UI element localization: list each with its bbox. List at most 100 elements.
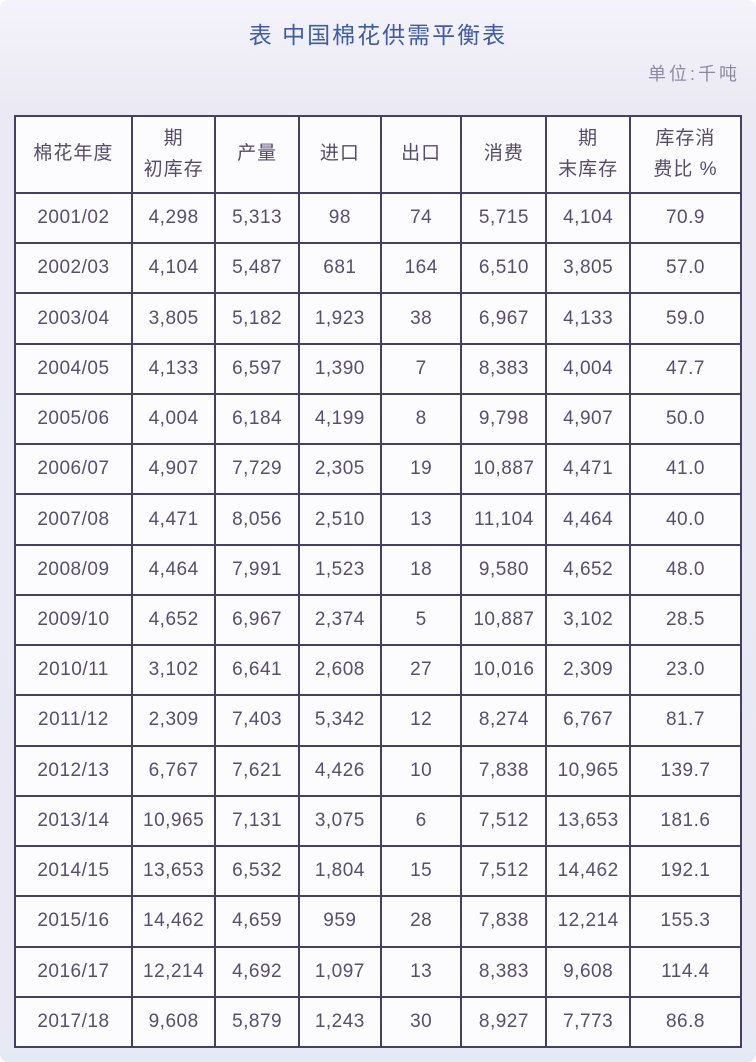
value-cell: 48.0 (628, 543, 743, 596)
value-cell: 181.6 (628, 794, 743, 848)
value-cell: 47.7 (628, 342, 743, 395)
value-cell: 3,075 (297, 794, 382, 848)
value-cell: 11,104 (460, 493, 548, 546)
page-title: 表 中国棉花供需平衡表 (248, 22, 508, 48)
year-cell: 2016/17 (14, 945, 133, 998)
table-row: 2011/12 2,309 7,403 5,342 12 8,274 6,767 81.7 (14, 694, 743, 747)
table-row: 2008/09 4,464 7,991 1,523 18 9,580 4,652 48.0 (14, 543, 743, 596)
unit-label: 单位:千吨 (647, 64, 740, 84)
year-cell: 2015/16 (14, 895, 133, 948)
value-cell: 4,104 (545, 191, 631, 245)
value-cell: 6,532 (214, 845, 300, 898)
column-header: 库存消 费比 % (628, 115, 743, 194)
value-cell: 9,798 (460, 392, 548, 446)
value-cell: 4,471 (545, 443, 631, 496)
value-cell: 4,298 (130, 191, 217, 245)
value-cell: 12,214 (130, 945, 217, 998)
value-cell: 139.7 (628, 744, 743, 797)
column-header: 进口 (297, 115, 382, 194)
value-cell: 6,597 (214, 342, 300, 395)
value-cell: 10,887 (460, 593, 548, 647)
value-cell: 7 (379, 342, 463, 395)
table-row: 2009/10 4,652 6,967 2,374 5 10,887 3,102 28.5 (14, 593, 743, 647)
cotton-supply-demand-table: 棉花年度期 初库存 产量 进口 出口 消费期 末库存 库存消 费比 % 2001/02 4,… (14, 115, 743, 1049)
value-cell: 6,967 (214, 593, 300, 647)
table-row: 2010/11 3,102 6,641 2,608 27 10,016 2,309 23.0 (14, 644, 743, 697)
year-cell: 2017/18 (14, 995, 133, 1049)
value-cell: 4,907 (545, 392, 631, 446)
value-cell: 40.0 (628, 493, 743, 546)
year-cell: 2002/03 (14, 242, 133, 295)
value-cell: 959 (297, 895, 382, 948)
value-cell: 3,102 (130, 644, 217, 697)
table-row: 2015/16 14,462 4,659 959 28 7,838 12,214 155.3 (14, 895, 743, 948)
year-cell: 2005/06 (14, 392, 133, 446)
value-cell: 7,512 (460, 845, 548, 898)
value-cell: 9,580 (460, 543, 548, 596)
value-cell: 10,887 (460, 443, 548, 496)
value-cell: 5,715 (460, 191, 548, 245)
value-cell: 12,214 (545, 895, 631, 948)
value-cell: 1,243 (297, 995, 382, 1049)
value-cell: 155.3 (628, 895, 743, 948)
value-cell: 4,692 (214, 945, 300, 998)
value-cell: 50.0 (628, 392, 743, 446)
value-cell: 8 (379, 392, 463, 446)
table-row: 2016/17 12,214 4,692 1,097 13 8,383 9,608 114.4 (14, 945, 743, 998)
value-cell: 8,383 (460, 342, 548, 395)
value-cell: 2,608 (297, 644, 382, 697)
value-cell: 19 (379, 443, 463, 496)
table-row: 2013/14 10,965 7,131 3,075 6 7,512 13,653 181.6 (14, 794, 743, 848)
value-cell: 6 (379, 794, 463, 848)
value-cell: 10,965 (545, 744, 631, 797)
value-cell: 15 (379, 845, 463, 898)
value-cell: 7,991 (214, 543, 300, 596)
value-cell: 4,133 (545, 292, 631, 345)
value-cell: 9,608 (545, 945, 631, 998)
value-cell: 9,608 (130, 995, 217, 1049)
value-cell: 10,965 (130, 794, 217, 848)
value-cell: 114.4 (628, 945, 743, 998)
value-cell: 4,104 (130, 242, 217, 295)
value-cell: 3,102 (545, 593, 631, 647)
value-cell: 8,274 (460, 694, 548, 747)
year-cell: 2006/07 (14, 443, 133, 496)
table-row: 2007/08 4,471 8,056 2,510 13 11,104 4,464 40.0 (14, 493, 743, 546)
value-cell: 1,923 (297, 292, 382, 345)
value-cell: 4,464 (130, 543, 217, 596)
value-cell: 13 (379, 945, 463, 998)
value-cell: 5,313 (214, 191, 300, 245)
table-body: 2001/02 4,298 5,313 98 74 5,715 4,104 70.9 2002/… (14, 191, 743, 1049)
column-header: 期 末库存 (545, 115, 631, 194)
value-cell: 7,838 (460, 895, 548, 948)
value-cell: 2,510 (297, 493, 382, 546)
value-cell: 59.0 (628, 292, 743, 345)
value-cell: 30 (379, 995, 463, 1049)
value-cell: 18 (379, 543, 463, 596)
value-cell: 7,403 (214, 694, 300, 747)
value-cell: 8,927 (460, 995, 548, 1049)
year-cell: 2001/02 (14, 191, 133, 245)
value-cell: 27 (379, 644, 463, 697)
value-cell: 6,641 (214, 644, 300, 697)
value-cell: 7,729 (214, 443, 300, 496)
table-header-row: 棉花年度期 初库存 产量 进口 出口 消费期 末库存 库存消 费比 % (14, 115, 743, 194)
table-row: 2005/06 4,004 6,184 4,199 8 9,798 4,907 50.0 (14, 392, 743, 446)
value-cell: 10 (379, 744, 463, 797)
value-cell: 8,056 (214, 493, 300, 546)
value-cell: 7,131 (214, 794, 300, 848)
column-header: 期 初库存 (130, 115, 217, 194)
value-cell: 86.8 (628, 995, 743, 1049)
value-cell: 1,390 (297, 342, 382, 395)
value-cell: 70.9 (628, 191, 743, 245)
value-cell: 4,907 (130, 443, 217, 496)
value-cell: 28 (379, 895, 463, 948)
value-cell: 1,097 (297, 945, 382, 998)
year-cell: 2014/15 (14, 845, 133, 898)
column-header: 产量 (214, 115, 300, 194)
value-cell: 13,653 (130, 845, 217, 898)
table-row: 2012/13 6,767 7,621 4,426 10 7,838 10,965 139.7 (14, 744, 743, 797)
value-cell: 38 (379, 292, 463, 345)
value-cell: 2,309 (130, 694, 217, 747)
